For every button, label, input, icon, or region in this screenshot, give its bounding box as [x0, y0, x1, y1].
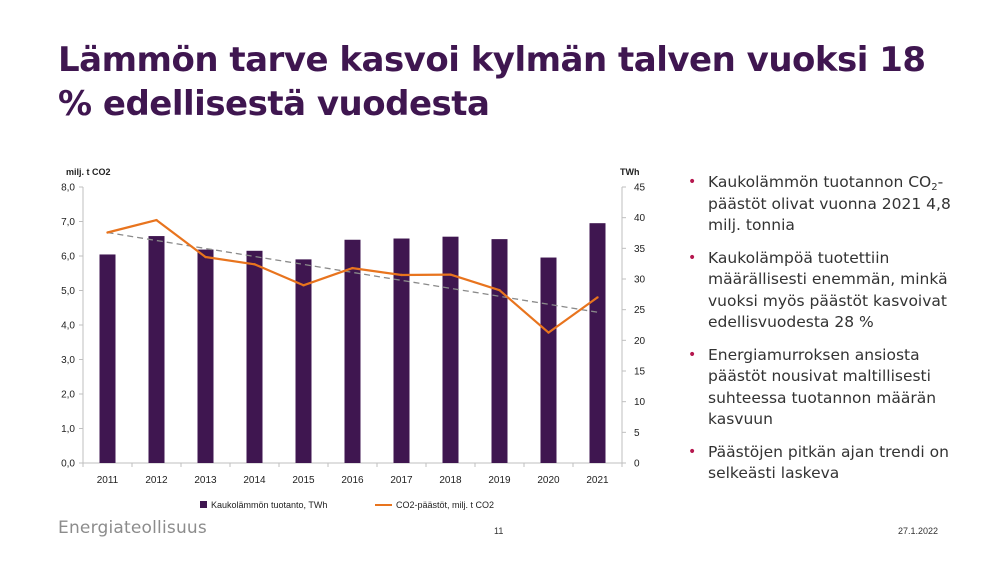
y-left-tick-label: 5,0	[61, 286, 75, 297]
y-right-tick-label: 20	[634, 336, 646, 347]
bar-production	[99, 254, 116, 463]
y-left-tick-label: 6,0	[61, 252, 75, 263]
bullet-item: • Kaukolämmön tuotannon CO2-päästöt oliva…	[686, 172, 966, 237]
slide-date: 27.1.2022	[898, 526, 939, 536]
legend-label-line: CO2-päästöt, milj. t CO2	[396, 500, 494, 510]
point-co2	[351, 266, 354, 270]
y-left-tick-label: 2,0	[61, 390, 75, 401]
bar-production	[393, 238, 410, 463]
bullet-list: • Kaukolämmön tuotannon CO2-päästöt oliva…	[686, 172, 966, 496]
y-right-tick-label: 35	[634, 244, 646, 255]
y-left-tick-label: 1,0	[61, 424, 75, 435]
y-right-tick-label: 0	[634, 459, 640, 470]
y-right-tick-label: 40	[634, 213, 646, 224]
bullet-text: Energiamurroksen ansiosta päästöt nousiv…	[708, 345, 937, 429]
bullet-dot-icon: •	[688, 346, 697, 363]
page-number: 11	[494, 526, 504, 536]
y-right-tick-label: 5	[634, 428, 640, 439]
bullet-dot-icon: •	[688, 249, 697, 266]
bullet-dot-icon: •	[688, 443, 697, 460]
x-tick-label: 2012	[145, 475, 168, 486]
legend-swatch-bar	[200, 501, 207, 508]
energiateollisuus-logo: Energiateollisuus	[58, 518, 207, 538]
x-tick-label: 2017	[390, 475, 413, 486]
point-co2	[449, 273, 452, 276]
y-right-axis-title: TWh	[620, 167, 640, 177]
y-right-tick-label: 10	[634, 397, 646, 408]
bar-production	[540, 257, 557, 463]
y-left-tick-label: 7,0	[61, 217, 75, 228]
legend-label-bar: Kaukolämmön tuotanto, TWh	[211, 500, 327, 510]
x-tick-label: 2021	[586, 475, 609, 486]
bullet-text: -päästöt olivat vuonna 2021 4,8 milj. to…	[708, 173, 951, 234]
y-left-tick-label: 8,0	[61, 183, 75, 194]
x-tick-label: 2018	[439, 475, 462, 486]
point-co2	[155, 218, 158, 222]
point-co2	[302, 284, 305, 287]
y-left-tick-label: 0,0	[61, 459, 75, 470]
y-right-tick-label: 30	[634, 275, 646, 286]
bar-production	[246, 250, 263, 463]
y-left-axis-title: milj. t CO2	[66, 167, 111, 177]
y-left-tick-label: 3,0	[61, 355, 75, 366]
point-co2	[596, 296, 599, 299]
y-right-tick-label: 45	[634, 183, 646, 194]
bar-production	[344, 239, 361, 463]
bullet-item: • Energiamurroksen ansiosta päästöt nousi…	[686, 345, 966, 431]
point-co2	[253, 263, 256, 266]
x-tick-label: 2013	[194, 475, 217, 486]
y-left-tick-label: 4,0	[61, 321, 75, 332]
x-tick-label: 2011	[97, 475, 119, 486]
y-right-tick-label: 25	[634, 305, 646, 316]
bullet-text: Kaukolämmön tuotannon CO	[708, 173, 932, 191]
bar-production	[589, 223, 606, 463]
bullet-item: • Kaukolämpöä tuotettiin määrällisesti en…	[686, 248, 966, 334]
bar-production	[148, 236, 165, 463]
bar-production	[442, 236, 459, 463]
point-co2	[498, 288, 501, 292]
bullet-text: Päästöjen pitkän ajan trendi on selkeäst…	[708, 442, 949, 483]
x-tick-label: 2019	[488, 475, 511, 486]
bullet-dot-icon: •	[688, 174, 697, 190]
slide-title: Lämmön tarve kasvoi kylmän talven vuoksi…	[58, 40, 926, 124]
x-tick-label: 2014	[243, 475, 266, 486]
bar-production	[491, 239, 508, 463]
subscript: 2	[931, 182, 938, 193]
y-right-tick-label: 15	[634, 367, 646, 378]
x-tick-label: 2020	[537, 475, 560, 486]
point-co2	[106, 231, 109, 234]
bullet-text: Kaukolämpöä tuotettiin määrällisesti ene…	[708, 248, 948, 332]
bar-production	[295, 259, 312, 463]
point-co2	[204, 255, 207, 259]
bullet-item: • Päästöjen pitkän ajan trendi on selkeäs…	[686, 442, 966, 485]
bar-production	[197, 249, 214, 463]
x-tick-label: 2015	[292, 475, 315, 486]
point-co2	[400, 273, 403, 277]
point-co2	[547, 331, 550, 334]
x-tick-label: 2016	[341, 475, 364, 486]
